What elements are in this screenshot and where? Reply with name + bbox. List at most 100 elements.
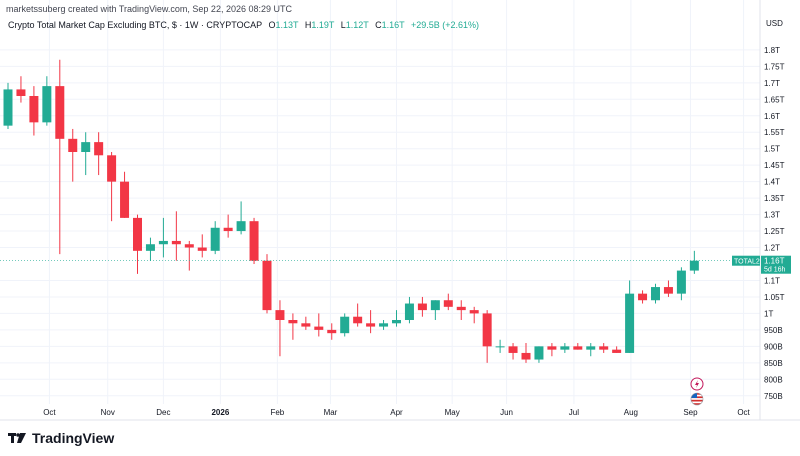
candle xyxy=(120,171,130,218)
price-tag: TOTAL2 1.16T 5d 16h xyxy=(732,255,791,274)
time-tick-label: 2026 xyxy=(211,408,229,417)
candle-body xyxy=(651,287,660,301)
price-tag-value: 1.16T xyxy=(764,257,785,266)
candle-body xyxy=(171,240,181,245)
price-tick-label: 1.5T xyxy=(764,145,780,154)
candle xyxy=(508,343,518,360)
candle-body xyxy=(676,270,686,294)
candle xyxy=(443,293,453,311)
low-value: 1.12T xyxy=(345,20,369,30)
candle-body xyxy=(145,244,155,251)
candle xyxy=(482,310,492,363)
open-value: 1.13T xyxy=(275,20,299,30)
candle-body xyxy=(81,142,91,152)
change-value: +29.5B (+2.61%) xyxy=(410,20,480,30)
candle-body xyxy=(392,320,401,324)
candle-body xyxy=(482,313,492,347)
candle-body xyxy=(430,300,440,311)
candles xyxy=(3,59,699,363)
lightning-icon[interactable] xyxy=(690,377,704,391)
candle-body xyxy=(327,329,337,334)
candle xyxy=(573,343,583,350)
time-tick-label: Oct xyxy=(737,408,750,417)
candle xyxy=(223,214,233,238)
price-tick-label: 1.6T xyxy=(764,112,780,121)
price-tick-label: 1.25T xyxy=(764,227,785,236)
candle-body xyxy=(262,260,272,311)
time-tick-label: Jun xyxy=(500,408,513,417)
candle-body xyxy=(573,346,583,350)
candle xyxy=(171,211,181,261)
price-tick-label: 850B xyxy=(764,359,783,368)
symbol-title: Crypto Total Market Cap Excluding BTC, $… xyxy=(8,20,262,30)
candle-body xyxy=(68,138,78,152)
candle-body xyxy=(443,300,453,307)
candle xyxy=(262,254,272,314)
candle xyxy=(430,300,440,320)
time-tick-label: Dec xyxy=(156,408,170,417)
time-tick-label: Oct xyxy=(43,408,56,417)
candle xyxy=(249,217,259,264)
price-tick-label: 1.75T xyxy=(764,62,785,71)
candle xyxy=(534,346,544,363)
price-tick-label: 1.7T xyxy=(764,79,780,88)
candle xyxy=(417,296,427,317)
candle-body xyxy=(210,227,220,251)
candle-body xyxy=(42,86,52,123)
price-tick-label: 1.65T xyxy=(764,95,785,104)
candle-body xyxy=(29,96,39,123)
candle-body xyxy=(663,287,673,294)
candle-body xyxy=(366,323,376,327)
candle-body xyxy=(586,346,596,350)
candle xyxy=(275,300,285,357)
candle-body xyxy=(184,244,194,248)
candle xyxy=(625,280,635,353)
candle xyxy=(676,267,686,301)
candle-body xyxy=(521,352,531,360)
candle xyxy=(469,306,479,324)
tradingview-brand[interactable]: TradingView xyxy=(8,430,114,446)
candle-body xyxy=(197,247,207,251)
candle xyxy=(638,290,648,304)
candle-body xyxy=(689,260,699,271)
candle xyxy=(236,201,246,235)
candle-body xyxy=(495,346,505,348)
candle-body xyxy=(625,293,635,353)
candle xyxy=(288,313,298,340)
candle-body xyxy=(94,142,104,156)
candle xyxy=(560,343,570,353)
brand-name: TradingView xyxy=(32,430,115,446)
price-tag-symbol: TOTAL2 xyxy=(734,259,760,266)
time-tick-label: Nov xyxy=(101,408,115,417)
watermark-header: marketssuberg created with TradingView.c… xyxy=(6,4,292,14)
grid-lines xyxy=(0,0,800,421)
price-tick-label: 1.05T xyxy=(764,293,785,302)
time-axis[interactable]: Oct Nov Dec 2026 Feb Mar Apr May Jun Jul Aug Sep Oct xyxy=(43,408,750,417)
candle-body xyxy=(16,89,26,96)
candle-body xyxy=(508,346,518,353)
candle-body xyxy=(314,326,324,330)
candle xyxy=(612,346,622,353)
low-label: L xyxy=(340,20,346,30)
candle-body xyxy=(236,221,246,232)
candle xyxy=(366,310,376,334)
price-tag-value-bg xyxy=(761,255,791,274)
time-tick-label: Sep xyxy=(683,408,698,417)
candle xyxy=(158,217,168,258)
price-axis[interactable]: 1.8T 1.75T 1.7T 1.65T 1.6T 1.55T 1.5T 1.45T 1.4T… xyxy=(764,46,785,401)
candle xyxy=(651,283,660,304)
candle xyxy=(55,59,65,255)
price-tick-label: 1.55T xyxy=(764,128,785,137)
us-flag-icon[interactable] xyxy=(690,392,704,406)
open-label: O xyxy=(268,20,276,30)
candle-body xyxy=(133,217,142,251)
candle-body xyxy=(3,89,13,126)
high-value: 1.19T xyxy=(311,20,335,30)
candle xyxy=(340,313,350,337)
candle xyxy=(81,132,91,176)
price-tick-label: 1.1T xyxy=(764,276,780,285)
price-tick-label: 1.2T xyxy=(764,244,780,253)
candle xyxy=(68,128,78,182)
candle xyxy=(314,313,324,337)
